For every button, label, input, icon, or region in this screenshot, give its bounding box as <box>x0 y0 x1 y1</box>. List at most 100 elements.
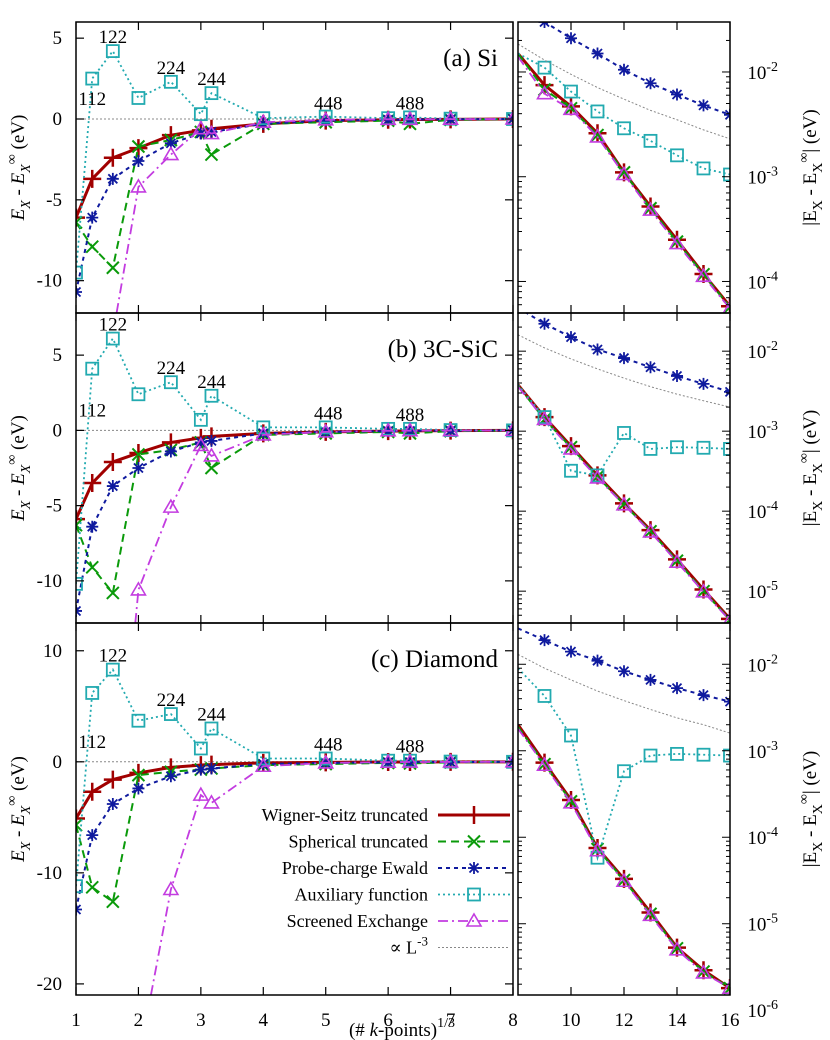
point-probe-charge-ewald <box>671 369 683 382</box>
point-screened-exchange <box>442 110 459 125</box>
point-auxiliary-function <box>670 746 684 761</box>
point-screened-exchange <box>562 794 580 809</box>
legend-marker-auxiliary-function <box>467 887 481 902</box>
legend-marker-screened-exchange <box>465 912 483 927</box>
point-auxiliary-function <box>537 689 552 703</box>
point-auxiliary-function <box>256 111 271 126</box>
point-screened-exchange <box>536 756 553 772</box>
series-line-auxiliary-function <box>76 668 513 887</box>
point-screened-exchange <box>254 426 272 441</box>
point-probe-charge-ewald <box>205 125 218 138</box>
x-tick-label: 12 <box>615 1010 634 1031</box>
point-screened-exchange <box>642 906 659 922</box>
k-grid-annotation: 122 <box>99 646 128 667</box>
point-probe-charge-ewald <box>205 762 218 775</box>
point-probe-charge-ewald <box>205 434 218 447</box>
log-tick-label: 10-3 <box>747 739 778 763</box>
point-auxiliary-function <box>85 686 100 700</box>
point-probe-charge-ewald <box>164 770 177 783</box>
point-wigner-seitz-truncated <box>588 124 607 143</box>
point-screened-exchange <box>192 120 210 135</box>
point-screened-exchange <box>668 234 686 250</box>
point-auxiliary-function <box>537 60 552 75</box>
series-line-auxiliary-function <box>518 384 730 477</box>
point-screened-exchange <box>192 436 210 452</box>
point-auxiliary-function <box>131 91 146 105</box>
point-probe-charge-ewald <box>565 645 577 658</box>
point-auxiliary-function <box>76 576 83 591</box>
k-grid-annotation: 122 <box>99 27 128 48</box>
point-screened-exchange <box>379 753 397 768</box>
point-probe-charge-ewald <box>671 682 683 695</box>
point-probe-charge-ewald <box>132 462 145 474</box>
k-grid-annotation: 112 <box>78 400 106 421</box>
point-screened-exchange <box>192 786 210 801</box>
series-group-right-diamond <box>518 627 730 995</box>
point-spherical-truncated <box>670 554 684 568</box>
point-screened-exchange <box>254 113 272 129</box>
series-line-screened-exchange <box>518 386 730 622</box>
k-grid-annotation: 224 <box>157 58 186 79</box>
y-tick-label: -20 <box>37 974 62 995</box>
point-probe-charge-ewald <box>132 782 145 795</box>
point-screened-exchange <box>695 964 712 979</box>
y-tick-label: -10 <box>37 571 62 592</box>
point-probe-charge-ewald <box>697 377 710 390</box>
point-screened-exchange <box>589 842 606 857</box>
y-tick-label: 5 <box>53 28 63 49</box>
series-line-wigner-seitz-truncated <box>76 117 513 219</box>
point-auxiliary-function <box>105 331 120 346</box>
point-probe-charge-ewald <box>538 634 551 647</box>
log-tick-label: 10-5 <box>747 579 778 603</box>
series-line-probe-charge-ewald <box>524 313 730 393</box>
legend-label: Screened Exchange <box>287 911 428 931</box>
x-tick-label: 7 <box>446 1010 456 1031</box>
legend-label: Wigner-Seitz truncated <box>262 805 428 825</box>
tick-layer <box>75 21 731 995</box>
point-auxiliary-function <box>163 74 178 89</box>
log-tick-label: 10-2 <box>747 652 778 676</box>
point-auxiliary-function <box>131 713 146 728</box>
log-tick-label: 10-4 <box>747 499 778 523</box>
point-screened-exchange <box>162 498 180 513</box>
point-wigner-seitz-truncated <box>103 770 122 789</box>
point-screened-exchange <box>642 523 659 538</box>
point-spherical-truncated <box>204 147 219 162</box>
series-line-spherical-truncated <box>76 429 513 596</box>
k-grid-annotation: 244 <box>197 69 226 90</box>
point-probe-charge-ewald <box>132 155 145 168</box>
point-auxiliary-function <box>85 71 100 86</box>
series-line-auxiliary-function <box>518 52 730 176</box>
point-screened-exchange <box>203 794 220 809</box>
y-axis-title-right: |EX - EX∞| (eV) <box>797 109 826 225</box>
point-screened-exchange <box>615 496 633 511</box>
point-auxiliary-function <box>564 463 578 478</box>
point-screened-exchange <box>589 469 606 484</box>
k-grid-annotation: 224 <box>157 690 186 711</box>
point-auxiliary-function <box>318 109 333 124</box>
point-spherical-truncated <box>76 518 83 532</box>
k-grid-annotation: 244 <box>197 372 226 393</box>
point-wigner-seitz-truncated <box>562 790 580 809</box>
point-auxiliary-function <box>617 426 631 440</box>
x-tick-label: 1 <box>71 1010 81 1031</box>
series-line-auxiliary-function <box>76 49 513 273</box>
x-tick-label: 16 <box>721 1010 740 1031</box>
point-probe-charge-ewald <box>644 77 657 90</box>
series-group-right-si <box>518 22 730 313</box>
point-spherical-truncated <box>696 964 711 979</box>
point-screened-exchange <box>203 447 220 462</box>
point-screened-exchange <box>615 872 633 888</box>
point-auxiliary-function <box>163 375 178 390</box>
series-group-left-sic <box>76 331 513 623</box>
legend-marker-wigner-seitz-truncated <box>465 806 483 824</box>
point-spherical-truncated <box>85 880 99 894</box>
point-probe-charge-ewald <box>591 47 604 60</box>
point-screened-exchange <box>130 581 147 596</box>
point-probe-charge-ewald <box>618 63 630 76</box>
series-line-wigner-seitz-truncated <box>518 723 730 990</box>
y-tick-label: 10 <box>43 641 62 662</box>
y-tick-label: -5 <box>46 190 62 211</box>
panel-label: (c) Diamond <box>371 646 499 673</box>
